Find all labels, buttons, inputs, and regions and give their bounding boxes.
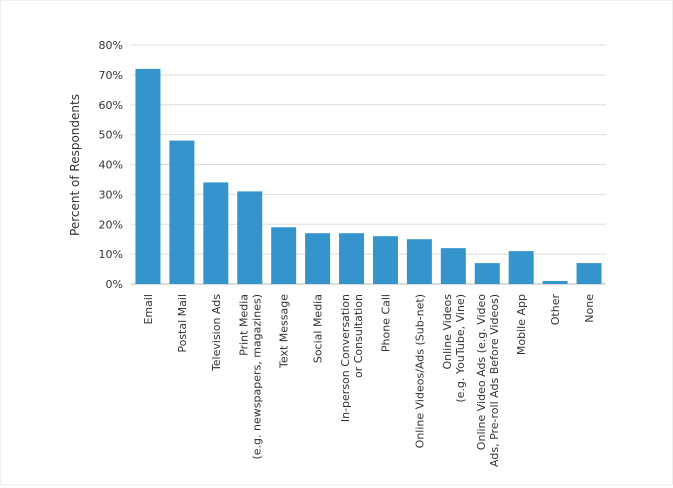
- bar: [406, 239, 432, 284]
- y-tick-label: 60%: [99, 99, 123, 112]
- gridlines: [131, 44, 606, 285]
- x-tick-label: In-person Conversation: [339, 294, 352, 422]
- y-tick-label: 80%: [99, 39, 123, 52]
- x-tick-label: None: [583, 294, 596, 323]
- bar: [237, 191, 263, 284]
- bar: [203, 182, 229, 284]
- y-tick-label: 40%: [99, 159, 123, 172]
- bar: [440, 248, 466, 284]
- x-tick-label: Social Media: [312, 294, 325, 363]
- x-tick-label: Phone Call: [379, 294, 392, 352]
- x-tick-label: Online Videos/Ads (Sub-net): [413, 294, 426, 448]
- x-axis-ticks: Email Postal Mail Television Ads Print Medi…: [142, 294, 596, 467]
- y-tick-label: 10%: [99, 248, 123, 261]
- bar: [339, 233, 365, 284]
- x-tick-label: Email: [142, 294, 155, 325]
- x-tick-label: Online Video Ads (e.g. Video: [475, 294, 488, 450]
- x-tick-label: Print Media: [237, 294, 250, 356]
- bar: [474, 263, 500, 284]
- x-tick-label: Online Videos: [441, 294, 454, 370]
- bar: [135, 68, 161, 285]
- bar: [508, 251, 534, 284]
- bar: [372, 236, 398, 284]
- y-tick-label: 20%: [99, 218, 123, 231]
- bar: [271, 227, 297, 284]
- y-axis-ticks: 0% 10% 20% 30% 40% 50% 60% 70% 80%: [99, 39, 123, 291]
- bar: [305, 233, 331, 284]
- x-tick-label: Other: [549, 294, 562, 326]
- bar: [576, 263, 602, 284]
- x-tick-label: Mobile App: [515, 294, 528, 355]
- y-tick-label: 0%: [106, 278, 123, 291]
- x-tick-label: Ads, Pre-roll Ads Before Videos): [488, 294, 501, 467]
- x-tick-label: Postal Mail: [176, 294, 189, 353]
- bar: [542, 281, 568, 284]
- y-tick-label: 70%: [99, 69, 123, 82]
- x-tick-label: Television Ads: [210, 294, 223, 372]
- x-tick-label: Text Message: [278, 294, 291, 369]
- y-axis-label: Percent of Respondents: [68, 94, 82, 236]
- x-tick-label: (e.g. YouTube, Vine): [454, 294, 467, 403]
- bar: [169, 140, 195, 284]
- y-tick-label: 30%: [99, 188, 123, 201]
- y-tick-label: 50%: [99, 129, 123, 142]
- x-tick-label: or Consultation: [352, 294, 365, 378]
- bars: [135, 68, 602, 285]
- x-tick-label: (e.g. newspapers, magazines): [250, 294, 263, 460]
